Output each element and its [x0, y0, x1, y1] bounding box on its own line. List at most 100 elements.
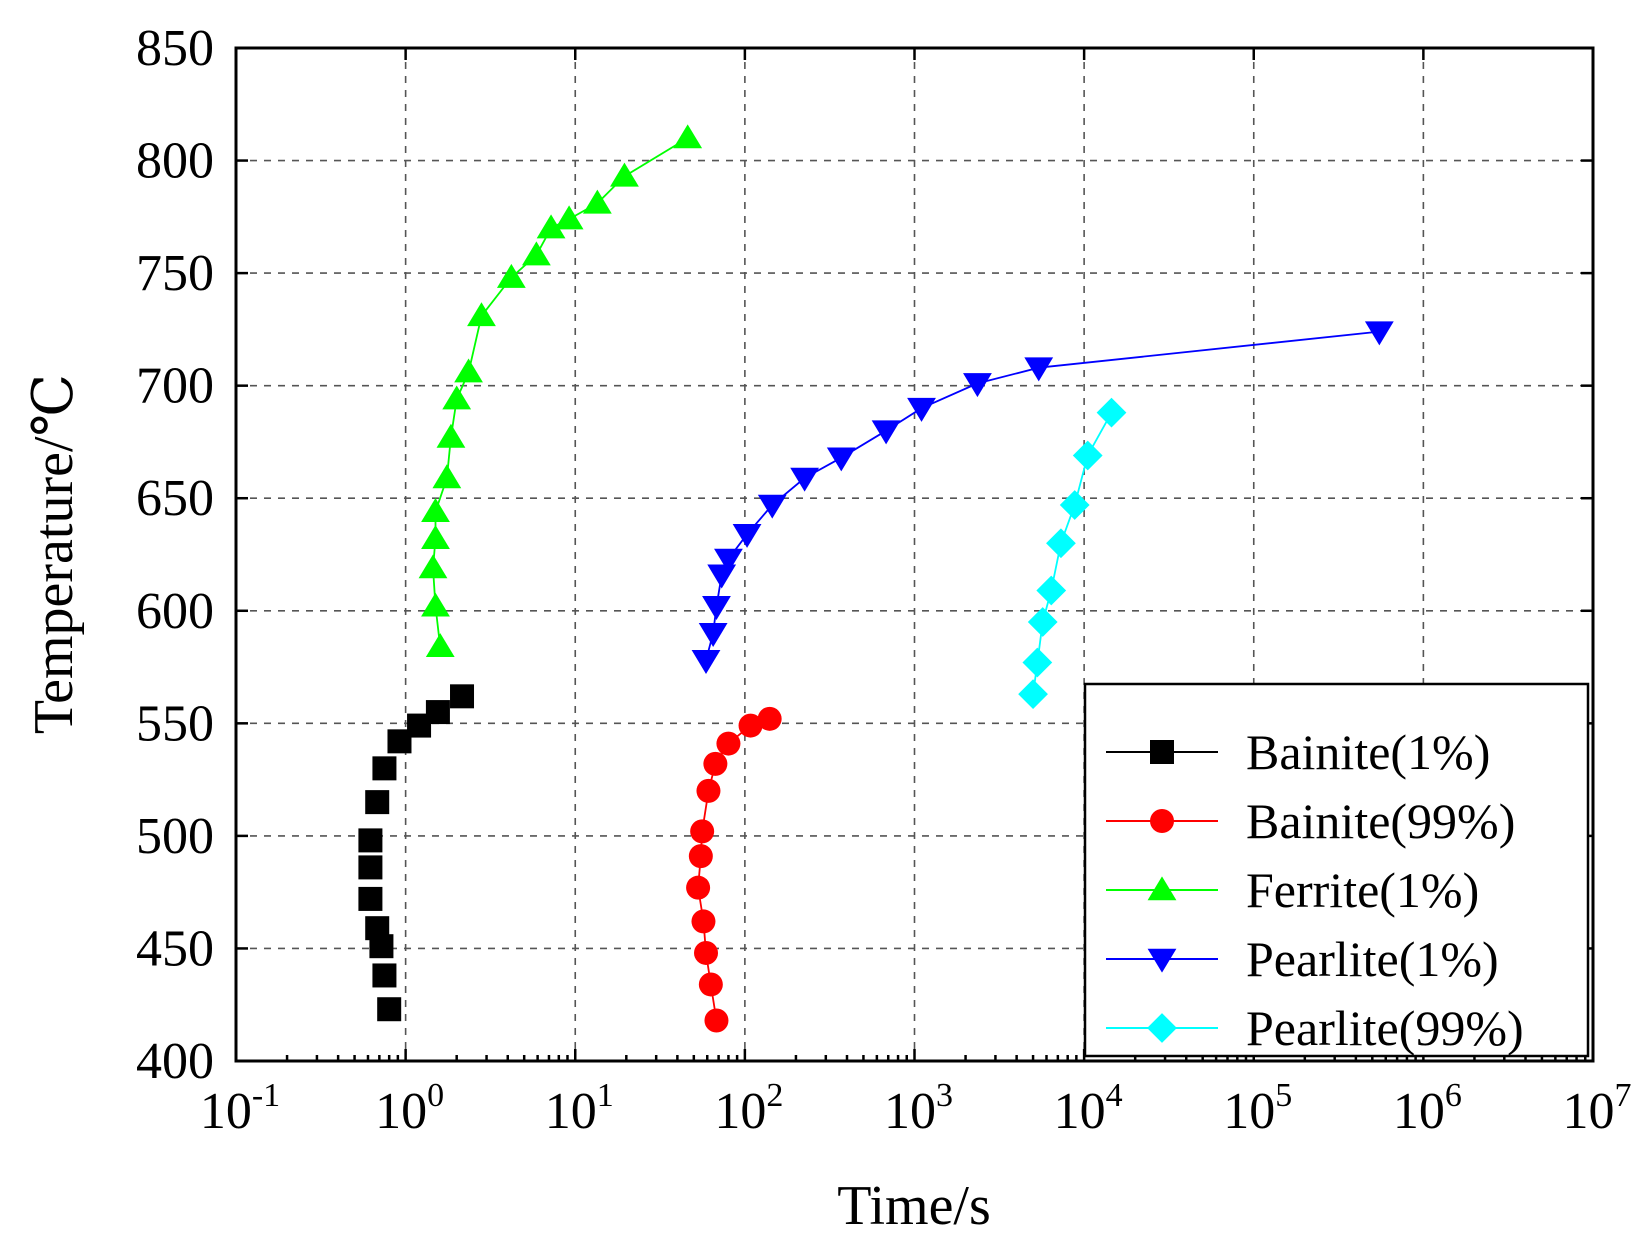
data-point-pearlite-1 — [702, 596, 731, 620]
data-point-ferrite-1 — [467, 302, 496, 327]
x-tick-label-exponent: 6 — [1445, 1077, 1462, 1114]
data-point-pearlite-1 — [714, 548, 743, 573]
data-point-ferrite-1 — [421, 592, 450, 617]
x-tick-label-base: 10 — [714, 1083, 766, 1140]
legend-marker-bainite-1 — [1150, 740, 1174, 764]
data-point-ferrite-1 — [425, 633, 455, 658]
data-point-bainite-99 — [694, 940, 719, 965]
data-point-pearlite-1 — [790, 467, 820, 492]
data-point-bainite-1 — [365, 916, 390, 941]
x-tick-label-base: 10 — [884, 1083, 936, 1140]
data-point-ferrite-1 — [454, 358, 483, 383]
x-tick-label-exponent: 7 — [1615, 1077, 1632, 1114]
data-point-pearlite-1 — [698, 623, 728, 647]
data-point-pearlite-99 — [1027, 607, 1058, 637]
data-point-bainite-1 — [377, 997, 402, 1022]
data-point-bainite-1 — [425, 700, 450, 725]
x-tick-label-exponent: 3 — [936, 1077, 953, 1114]
data-point-pearlite-99 — [1018, 679, 1048, 709]
x-tick-label-base: 10 — [1563, 1083, 1615, 1140]
x-tick-label-exponent: 1 — [597, 1077, 614, 1114]
data-point-bainite-99 — [738, 713, 763, 738]
data-point-pearlite-99 — [1096, 397, 1127, 428]
x-tick-label-exponent: 2 — [766, 1077, 783, 1114]
data-point-bainite-1 — [372, 756, 397, 781]
legend-label-pearlite-1: Pearlite(1%) — [1246, 931, 1499, 987]
data-point-bainite-99 — [688, 844, 713, 869]
x-tick-label: 102 — [714, 1077, 783, 1140]
x-tick-label: 103 — [884, 1077, 953, 1140]
y-tick-label: 750 — [136, 245, 214, 302]
data-point-bainite-99 — [757, 706, 782, 731]
y-tick-label: 850 — [136, 20, 214, 77]
data-point-ferrite-1 — [582, 189, 612, 214]
data-point-ferrite-1 — [421, 525, 450, 550]
data-point-bainite-1 — [358, 828, 383, 853]
legend-label-pearlite-99: Pearlite(99%) — [1246, 1000, 1524, 1056]
data-point-pearlite-99 — [1072, 440, 1103, 471]
x-tick-label: 107 — [1563, 1077, 1632, 1140]
x-tick-label-base: 10 — [375, 1083, 427, 1140]
y-tick-label: 550 — [136, 695, 214, 752]
x-tick-label-exponent: 0 — [427, 1077, 444, 1114]
data-point-ferrite-1 — [673, 124, 703, 149]
data-point-pearlite-1 — [963, 373, 992, 398]
data-point-ferrite-1 — [536, 214, 566, 239]
data-point-bainite-99 — [716, 731, 741, 756]
x-tick-label: 105 — [1223, 1077, 1292, 1140]
x-tick-label: 10-1 — [200, 1077, 280, 1140]
y-tick-label: 500 — [136, 808, 214, 865]
legend-marker-ferrite-1 — [1147, 876, 1177, 901]
data-point-bainite-99 — [696, 778, 721, 803]
data-point-pearlite-99 — [1022, 647, 1053, 678]
data-point-pearlite-99 — [1059, 490, 1090, 520]
data-point-bainite-99 — [704, 1008, 729, 1033]
data-point-ferrite-1 — [436, 423, 466, 448]
data-point-ferrite-1 — [418, 554, 448, 579]
data-point-bainite-99 — [691, 909, 716, 934]
legend-label-bainite-99: Bainite(99%) — [1246, 793, 1515, 849]
data-point-bainite-1 — [372, 963, 397, 988]
x-tick-label: 104 — [1054, 1077, 1123, 1140]
data-point-pearlite-99 — [1046, 528, 1076, 559]
data-point-bainite-99 — [690, 819, 715, 844]
data-point-pearlite-1 — [1364, 321, 1394, 346]
data-point-bainite-99 — [703, 751, 728, 776]
data-point-ferrite-1 — [496, 263, 526, 288]
data-point-pearlite-99 — [1036, 575, 1067, 606]
data-point-ferrite-1 — [432, 464, 462, 489]
y-tick-label: 800 — [136, 133, 214, 190]
data-point-ferrite-1 — [610, 162, 639, 187]
data-point-pearlite-1 — [871, 420, 901, 445]
data-point-bainite-1 — [358, 886, 383, 911]
y-tick-label: 450 — [136, 920, 214, 977]
x-tick-label-exponent: 4 — [1106, 1077, 1123, 1114]
y-axis-title: Temperature/℃ — [23, 374, 85, 734]
data-point-pearlite-1 — [1024, 357, 1054, 382]
data-point-pearlite-1 — [732, 523, 762, 548]
data-point-pearlite-1 — [907, 397, 936, 422]
data-point-pearlite-1 — [691, 650, 721, 674]
data-point-ferrite-1 — [521, 241, 551, 266]
data-point-bainite-99 — [698, 972, 723, 997]
x-tick-label-base: 10 — [1393, 1083, 1445, 1140]
legend: Bainite(1%) Bainite(99%) Ferrite(1%) Pearli… — [1083, 682, 1590, 1058]
data-point-bainite-1 — [365, 790, 390, 815]
x-tick-label-base: 10 — [200, 1083, 252, 1140]
x-tick-label-exponent: -1 — [252, 1077, 280, 1114]
data-point-ferrite-1 — [554, 205, 584, 230]
y-tick-labels: 400 450 500 550 600 650 700 750 800 850 — [136, 20, 214, 1090]
x-tick-label-base: 10 — [545, 1083, 597, 1140]
x-axis-title: Time/s — [837, 1175, 991, 1237]
x-tick-label-exponent: 5 — [1275, 1077, 1292, 1114]
x-tick-label-base: 10 — [1054, 1083, 1106, 1140]
plot-frame — [234, 46, 1595, 1063]
legend-marker-pearlite-1 — [1147, 948, 1177, 973]
legend-marker-pearlite-99 — [1147, 1013, 1177, 1043]
data-point-ferrite-1 — [421, 498, 450, 522]
y-tick-label: 650 — [136, 470, 214, 527]
x-tick-label: 100 — [375, 1077, 444, 1140]
x-tick-label: 101 — [545, 1077, 614, 1140]
